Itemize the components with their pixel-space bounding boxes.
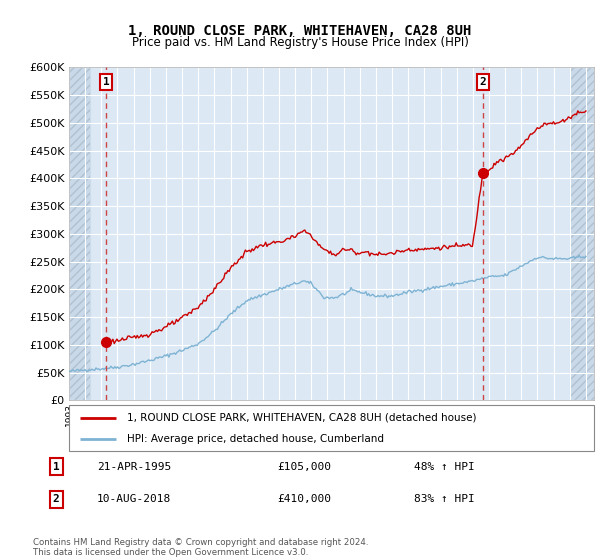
Bar xyxy=(69,67,90,400)
Text: 1: 1 xyxy=(103,77,110,87)
Text: £410,000: £410,000 xyxy=(277,494,331,505)
Text: 1, ROUND CLOSE PARK, WHITEHAVEN, CA28 8UH: 1, ROUND CLOSE PARK, WHITEHAVEN, CA28 8U… xyxy=(128,24,472,38)
Text: 48% ↑ HPI: 48% ↑ HPI xyxy=(414,461,475,472)
Text: 83% ↑ HPI: 83% ↑ HPI xyxy=(414,494,475,505)
Text: 10-AUG-2018: 10-AUG-2018 xyxy=(97,494,172,505)
Bar xyxy=(570,67,594,400)
Bar xyxy=(570,67,594,400)
Text: 2: 2 xyxy=(53,494,59,505)
Text: 21-APR-1995: 21-APR-1995 xyxy=(97,461,172,472)
Text: 1, ROUND CLOSE PARK, WHITEHAVEN, CA28 8UH (detached house): 1, ROUND CLOSE PARK, WHITEHAVEN, CA28 8U… xyxy=(127,413,476,423)
Bar xyxy=(69,67,90,400)
FancyBboxPatch shape xyxy=(69,405,594,451)
Text: £105,000: £105,000 xyxy=(277,461,331,472)
Text: HPI: Average price, detached house, Cumberland: HPI: Average price, detached house, Cumb… xyxy=(127,435,384,444)
Text: 1: 1 xyxy=(53,461,59,472)
Text: Price paid vs. HM Land Registry's House Price Index (HPI): Price paid vs. HM Land Registry's House … xyxy=(131,36,469,49)
Text: 2: 2 xyxy=(479,77,486,87)
Text: Contains HM Land Registry data © Crown copyright and database right 2024.
This d: Contains HM Land Registry data © Crown c… xyxy=(33,538,368,557)
